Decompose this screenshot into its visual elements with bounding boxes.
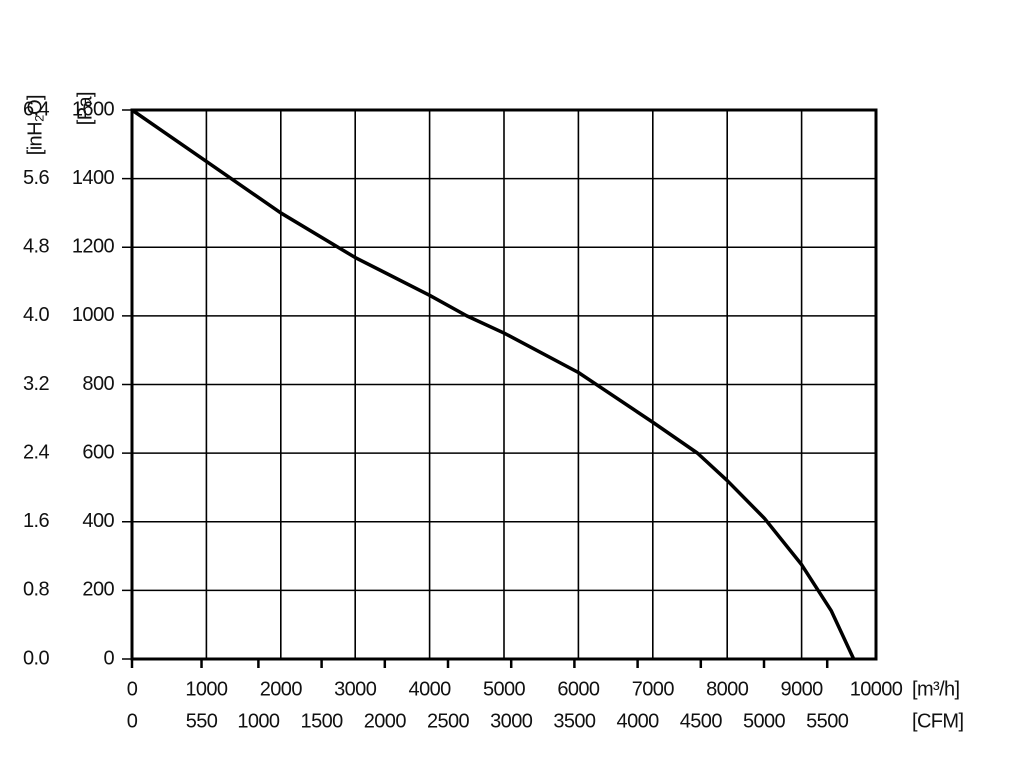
y-tick-label: 200 xyxy=(82,579,114,601)
y2-tick-label: 1.6 xyxy=(23,510,49,532)
x2-tick-label: 5000 xyxy=(743,710,786,732)
x2-tick-label: 1000 xyxy=(237,710,280,732)
y2-tick-label: 5.6 xyxy=(23,167,49,189)
x-tick-label: 6000 xyxy=(557,678,600,700)
y-tick-label: 400 xyxy=(82,510,114,532)
x-tick-label: 8000 xyxy=(706,678,749,700)
y2-axis-label: [inH₂O] xyxy=(24,95,46,155)
x2-tick-label: 2500 xyxy=(427,710,470,732)
y2-tick-label: 0.8 xyxy=(23,579,49,601)
x-tick-label: 4000 xyxy=(409,678,452,700)
x-axis-label: [m³/h] xyxy=(912,678,960,700)
x2-tick-label: 1500 xyxy=(301,710,344,732)
y2-tick-label: 2.4 xyxy=(23,441,49,463)
x-tick-label: 2000 xyxy=(260,678,303,700)
y2-tick-label: 3.2 xyxy=(23,373,49,395)
x-tick-label: 9000 xyxy=(781,678,824,700)
y-tick-label: 1600 xyxy=(72,98,115,120)
y-tick-label: 1400 xyxy=(72,167,115,189)
y-tick-label: 800 xyxy=(82,373,114,395)
x-tick-label: 7000 xyxy=(632,678,675,700)
y-axis-label: [Pa] xyxy=(74,92,96,125)
x-tick-label: 1000 xyxy=(185,678,228,700)
x2-tick-label: 4500 xyxy=(680,710,723,732)
x2-tick-label: 550 xyxy=(186,710,218,732)
x2-tick-label: 3000 xyxy=(490,710,533,732)
plot-frame xyxy=(130,108,878,661)
y2-tick-label: 6.4 xyxy=(23,98,49,120)
x-tick-label: 5000 xyxy=(483,678,526,700)
y-tick-label: 600 xyxy=(82,441,114,463)
x-tick-label: 10000 xyxy=(850,678,903,700)
y2-tick-label: 4.0 xyxy=(23,304,49,326)
y2-tick-label: 0.0 xyxy=(23,647,49,669)
x-tick-label: 0 xyxy=(127,678,138,700)
y-tick-label: 0 xyxy=(103,647,114,669)
y-tick-label: 1000 xyxy=(72,304,115,326)
y-tick-label: 1200 xyxy=(72,236,115,258)
x2-tick-label: 3500 xyxy=(553,710,596,732)
x-tick-label: 3000 xyxy=(334,678,377,700)
x2-tick-label: 4000 xyxy=(617,710,660,732)
x2-tick-label: 0 xyxy=(127,710,138,732)
curve xyxy=(131,108,856,660)
x2-tick-label: 5500 xyxy=(806,710,849,732)
y2-tick-label: 4.8 xyxy=(23,236,49,258)
x2-tick-label: 2000 xyxy=(364,710,407,732)
x2-axis-label: [CFM] xyxy=(912,710,963,732)
